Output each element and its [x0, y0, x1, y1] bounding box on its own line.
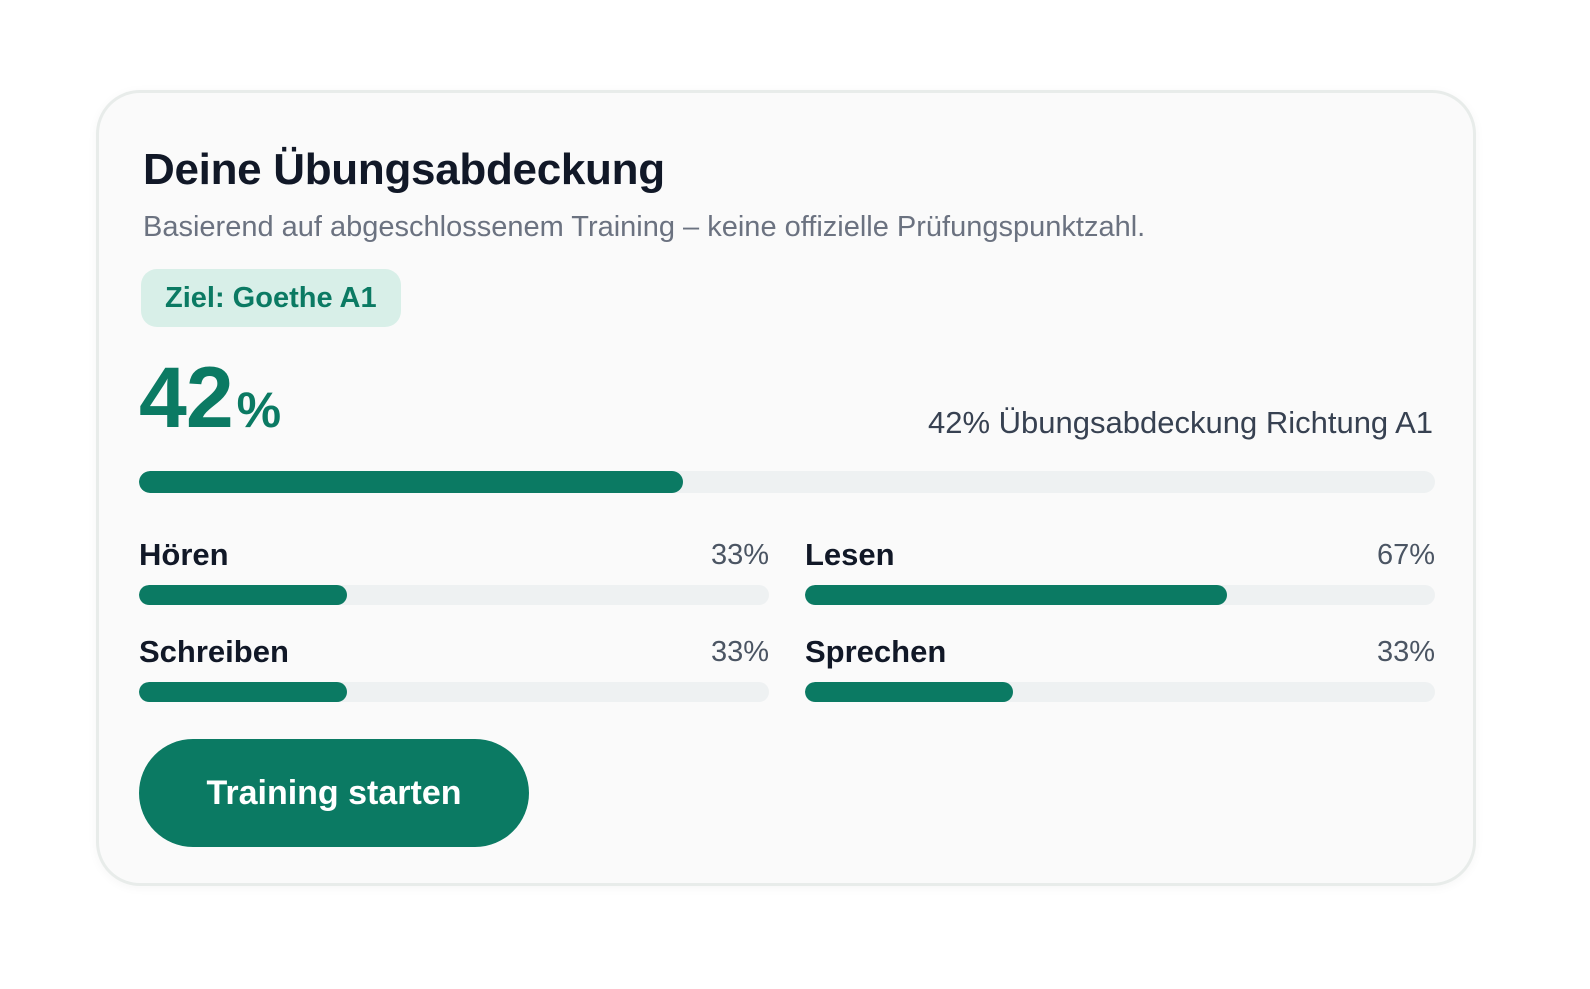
skill-name: Hören	[139, 537, 229, 572]
skill-hoeren: Hören 33%	[139, 537, 769, 613]
skill-progress-bar	[139, 585, 769, 605]
overall-caption: 42% Übungsabdeckung Richtung A1	[928, 405, 1433, 440]
start-training-button[interactable]: Training starten	[139, 739, 529, 847]
overall-percentage-unit: %	[236, 382, 282, 438]
skill-lesen: Lesen 67%	[805, 537, 1435, 613]
skill-value: 33%	[710, 636, 769, 668]
skill-name: Lesen	[805, 537, 895, 572]
skill-progress-fill	[805, 682, 1013, 702]
skill-progress-fill	[139, 585, 347, 605]
card-subtitle: Basierend auf abgeschlossenem Training –…	[143, 211, 1146, 243]
overall-percentage: 42 %	[139, 355, 281, 441]
skill-value: 33%	[1376, 636, 1435, 668]
skill-progress-bar	[139, 682, 769, 702]
skill-progress-fill	[139, 682, 347, 702]
skill-name: Sprechen	[805, 634, 947, 669]
overall-percentage-value: 42	[139, 350, 234, 446]
skill-sprechen: Sprechen 33%	[805, 634, 1435, 710]
overall-progress-fill	[139, 471, 684, 493]
skill-progress-bar	[805, 585, 1435, 605]
skill-value: 33%	[710, 539, 769, 571]
skill-progress-bar	[805, 682, 1435, 702]
coverage-card: Deine Übungsabdeckung Basierend auf abge…	[96, 90, 1476, 886]
card-title: Deine Übungsabdeckung	[143, 145, 665, 194]
skill-name: Schreiben	[139, 634, 289, 669]
skill-schreiben: Schreiben 33%	[139, 634, 769, 710]
goal-badge: Ziel: Goethe A1	[141, 269, 401, 327]
skill-value: 67%	[1376, 539, 1435, 571]
overall-progress-bar	[139, 471, 1435, 493]
skill-progress-fill	[805, 585, 1228, 605]
